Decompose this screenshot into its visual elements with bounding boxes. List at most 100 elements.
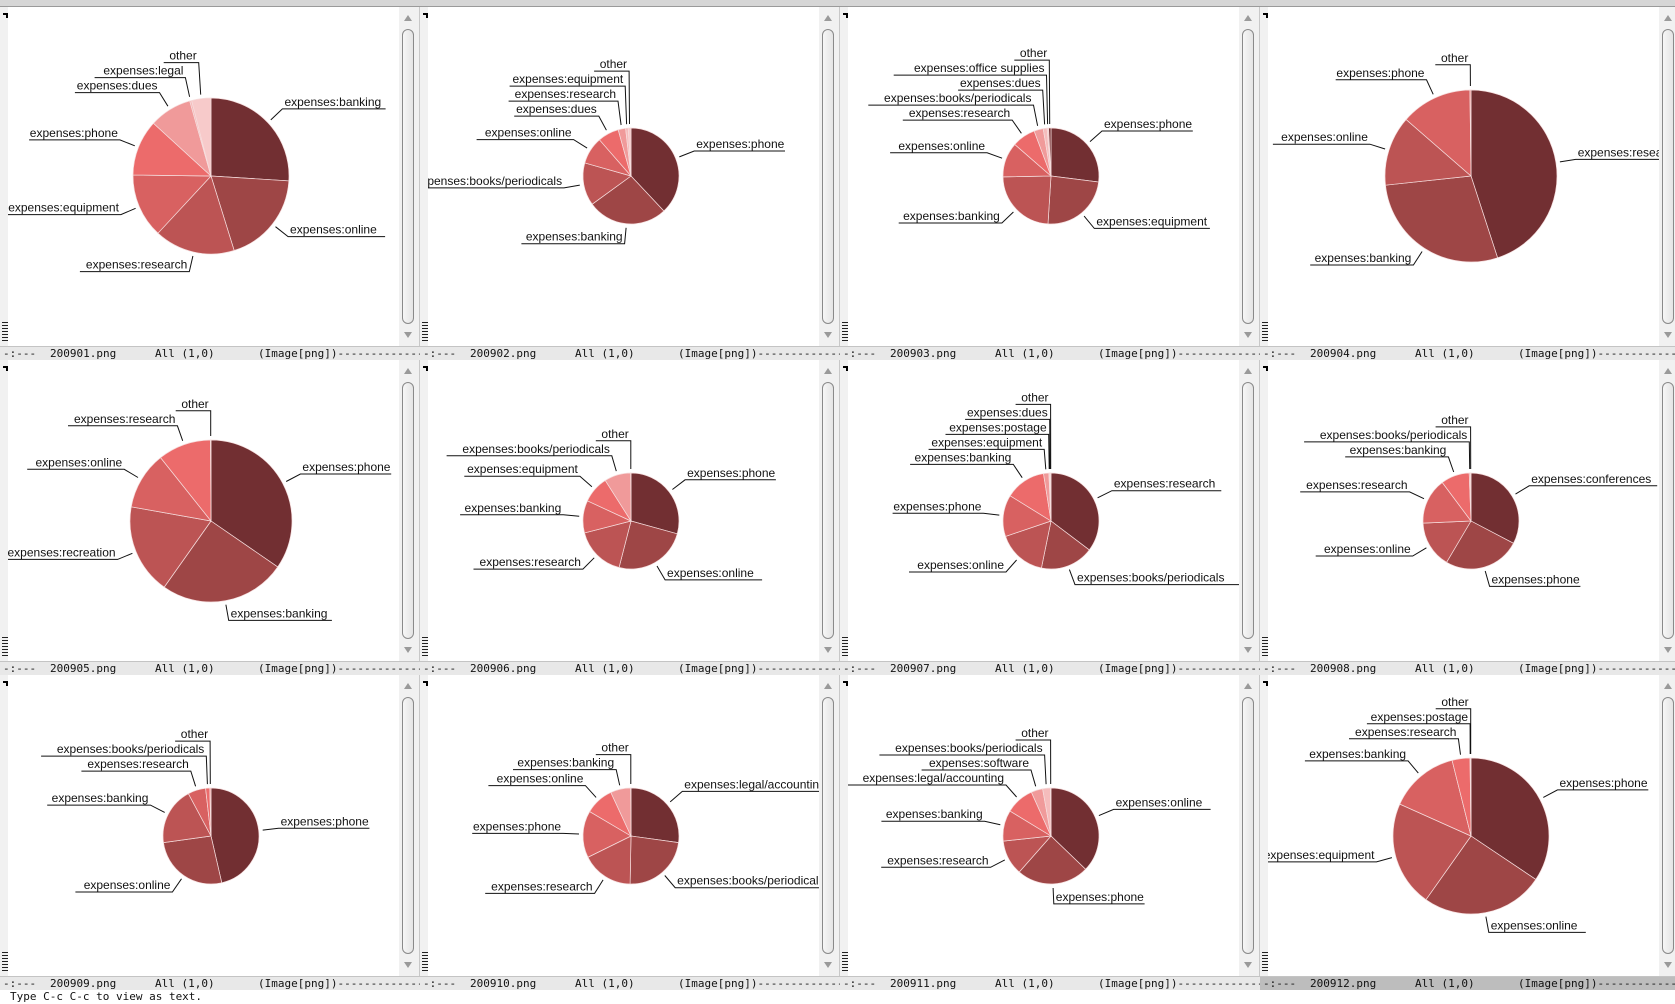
mode-line[interactable]: -:--- 200910.png All (1,0) (Image[png])----…: [420, 976, 840, 990]
image-window[interactable]: expenses:conferences expenses:phone expens…: [1260, 360, 1675, 675]
scroll-down-arrow-icon[interactable]: [824, 647, 832, 653]
scroll-down-arrow-icon[interactable]: [1664, 962, 1672, 968]
scrollbar-thumb[interactable]: [1662, 382, 1674, 639]
mode-line[interactable]: -:--- 200907.png All (1,0) (Image[png])----…: [840, 661, 1260, 675]
mode-line-buffer[interactable]: 200901.png: [50, 347, 117, 360]
image-window[interactable]: expenses:phone expenses:online expenses:eq…: [1260, 675, 1675, 990]
scrollbar-thumb[interactable]: [822, 697, 834, 954]
label-leader-line: [460, 514, 580, 517]
scroll-up-arrow-icon[interactable]: [1244, 683, 1252, 689]
vertical-scrollbar[interactable]: [1242, 681, 1254, 970]
mode-line-buffer[interactable]: 200903.png: [890, 347, 957, 360]
mode-line-buffer[interactable]: 200904.png: [1310, 347, 1377, 360]
vertical-scrollbar[interactable]: [822, 13, 834, 340]
scroll-up-arrow-icon[interactable]: [1244, 368, 1252, 374]
mode-line[interactable]: -:--- 200901.png All (1,0) (Image[png])----…: [0, 346, 420, 360]
mode-line-buffer[interactable]: 200909.png: [50, 977, 117, 990]
scrollbar-thumb[interactable]: [1242, 697, 1254, 954]
scroll-down-arrow-icon[interactable]: [824, 332, 832, 338]
pie-slice: [1385, 175, 1499, 263]
image-window[interactable]: expenses:phone expenses:online expenses:ba…: [0, 675, 420, 990]
label-leader-line: [656, 565, 763, 581]
scrollbar-thumb[interactable]: [402, 697, 414, 954]
mode-line-buffer[interactable]: 200911.png: [890, 977, 957, 990]
pie-chart: expenses:research expenses:banking expense…: [1272, 51, 1659, 266]
image-window[interactable]: expenses:research expenses:banking expense…: [1260, 7, 1675, 360]
mode-line[interactable]: -:--- 200905.png All (1,0) (Image[png])----…: [0, 661, 420, 675]
vertical-scrollbar[interactable]: [402, 13, 414, 340]
scroll-up-arrow-icon[interactable]: [824, 683, 832, 689]
scroll-up-arrow-icon[interactable]: [404, 683, 412, 689]
label-leader-line: [868, 104, 1039, 126]
scroll-up-arrow-icon[interactable]: [1664, 368, 1672, 374]
mode-line[interactable]: -:--- 200902.png All (1,0) (Image[png])----…: [420, 346, 840, 360]
mode-line-mode: (Image[png])------------------------: [1098, 347, 1260, 360]
scrollbar-thumb[interactable]: [1662, 29, 1674, 324]
slice-label: expenses:online: [35, 455, 122, 469]
scroll-down-arrow-icon[interactable]: [1244, 647, 1252, 653]
vertical-scrollbar[interactable]: [1662, 366, 1674, 655]
label-leader-line: [921, 769, 1037, 787]
scroll-up-arrow-icon[interactable]: [1244, 15, 1252, 21]
mode-line-mode: (Image[png])------------------------: [1518, 662, 1675, 675]
mode-line[interactable]: -:--- 200903.png All (1,0) (Image[png])----…: [840, 346, 1260, 360]
scroll-up-arrow-icon[interactable]: [824, 368, 832, 374]
scroll-up-arrow-icon[interactable]: [404, 368, 412, 374]
mode-line-buffer[interactable]: 200907.png: [890, 662, 957, 675]
mode-line-buffer[interactable]: 200902.png: [470, 347, 537, 360]
mode-line-buffer[interactable]: 200908.png: [1310, 662, 1377, 675]
vertical-scrollbar[interactable]: [402, 681, 414, 970]
scrollbar-thumb[interactable]: [1662, 697, 1674, 954]
mode-line[interactable]: -:--- 200908.png All (1,0) (Image[png])----…: [1260, 661, 1675, 675]
vertical-scrollbar[interactable]: [1242, 366, 1254, 655]
image-window[interactable]: expenses:research expenses:books/periodic…: [840, 360, 1260, 675]
mode-line[interactable]: -:--- 200912.png All (1,0) (Image[png])----…: [1260, 976, 1675, 990]
scroll-down-arrow-icon[interactable]: [1244, 332, 1252, 338]
vertical-scrollbar[interactable]: [1242, 13, 1254, 340]
mode-line-buffer[interactable]: 200905.png: [50, 662, 117, 675]
scroll-down-arrow-icon[interactable]: [1244, 962, 1252, 968]
scrollbar-thumb[interactable]: [402, 29, 414, 324]
vertical-scrollbar[interactable]: [1662, 13, 1674, 340]
slice-label: other: [601, 427, 628, 441]
vertical-scrollbar[interactable]: [1662, 681, 1674, 970]
mode-line[interactable]: -:--- 200911.png All (1,0) (Image[png])----…: [840, 976, 1260, 990]
scroll-down-arrow-icon[interactable]: [1664, 332, 1672, 338]
vertical-scrollbar[interactable]: [822, 366, 834, 655]
image-window[interactable]: expenses:phone expenses:banking expenses:r…: [0, 360, 420, 675]
mode-line-buffer[interactable]: 200912.png: [1310, 977, 1377, 990]
image-window[interactable]: expenses:phone expenses:banking expenses:b…: [420, 7, 840, 360]
image-window[interactable]: expenses:phone expenses:online expenses:re…: [420, 360, 840, 675]
mode-line[interactable]: -:--- 200909.png All (1,0) (Image[png])----…: [0, 976, 420, 990]
slice-label: expenses:books/periodicals: [1077, 571, 1224, 585]
scroll-up-arrow-icon[interactable]: [1664, 15, 1672, 21]
vertical-scrollbar[interactable]: [402, 366, 414, 655]
label-leader-line: [1335, 79, 1434, 95]
mode-line-buffer[interactable]: 200906.png: [470, 662, 537, 675]
scroll-up-arrow-icon[interactable]: [824, 15, 832, 21]
scrollbar-thumb[interactable]: [402, 382, 414, 639]
slice-label: expenses:research: [515, 87, 616, 101]
scrollbar-thumb[interactable]: [1242, 29, 1254, 324]
vertical-scrollbar[interactable]: [822, 681, 834, 970]
scroll-up-arrow-icon[interactable]: [1664, 683, 1672, 689]
image-window[interactable]: expenses:phone expenses:equipment expenses…: [840, 7, 1260, 360]
scrollbar-thumb[interactable]: [1242, 382, 1254, 639]
mode-line-buffer[interactable]: 200910.png: [470, 977, 537, 990]
scroll-down-arrow-icon[interactable]: [404, 962, 412, 968]
label-leader-line: [81, 770, 197, 787]
scrollbar-thumb[interactable]: [822, 382, 834, 639]
slice-label: expenses:online: [485, 126, 572, 140]
mode-line[interactable]: -:--- 200904.png All (1,0) (Image[png])----…: [1260, 346, 1675, 360]
mode-line-position: All (1,0): [575, 347, 635, 360]
scroll-down-arrow-icon[interactable]: [404, 332, 412, 338]
image-window[interactable]: expenses:banking expenses:online expenses:…: [0, 7, 420, 360]
scroll-down-arrow-icon[interactable]: [404, 647, 412, 653]
image-window[interactable]: expenses:legal/accounting expenses:books/…: [420, 675, 840, 990]
scroll-up-arrow-icon[interactable]: [404, 15, 412, 21]
image-window[interactable]: expenses:online expenses:phone expenses:re…: [840, 675, 1260, 990]
scrollbar-thumb[interactable]: [822, 29, 834, 324]
scroll-down-arrow-icon[interactable]: [824, 962, 832, 968]
mode-line[interactable]: -:--- 200906.png All (1,0) (Image[png])----…: [420, 661, 840, 675]
scroll-down-arrow-icon[interactable]: [1664, 647, 1672, 653]
